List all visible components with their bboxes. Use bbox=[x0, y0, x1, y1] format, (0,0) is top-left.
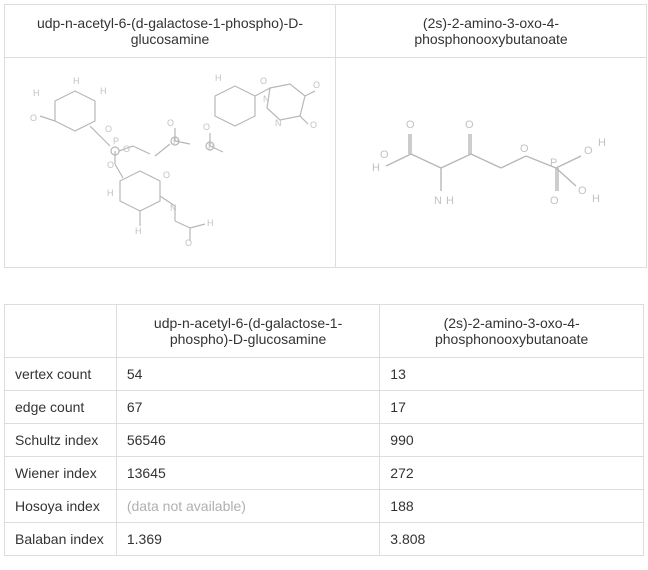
svg-text:O: O bbox=[465, 119, 474, 131]
svg-text:H: H bbox=[33, 88, 40, 98]
svg-text:N: N bbox=[263, 94, 270, 104]
property-value-b: 17 bbox=[380, 391, 644, 424]
property-value-b: 188 bbox=[380, 490, 644, 523]
svg-text:O: O bbox=[105, 124, 112, 134]
svg-text:O: O bbox=[123, 144, 130, 154]
compound-a-structure: HHH OO OO OO HO OO NN HO HN OH PPP bbox=[5, 58, 336, 268]
svg-text:H: H bbox=[107, 188, 114, 198]
svg-text:H: H bbox=[215, 73, 222, 83]
svg-text:O: O bbox=[380, 149, 389, 161]
properties-table: udp-n-acetyl-6-(d-galactose-1-phospho)-D… bbox=[4, 304, 644, 556]
svg-text:P: P bbox=[173, 136, 179, 146]
svg-text:O: O bbox=[550, 195, 559, 207]
svg-text:P: P bbox=[208, 141, 214, 151]
property-label: Hosoya index bbox=[5, 490, 117, 523]
svg-text:N: N bbox=[170, 203, 177, 213]
svg-text:H: H bbox=[100, 86, 107, 96]
svg-text:H: H bbox=[598, 137, 606, 149]
col-header-b: (2s)-2-amino-3-oxo-4-phosphonooxybutanoa… bbox=[380, 305, 644, 358]
compound-a-name: udp-n-acetyl-6-(d-galactose-1-phospho)-D… bbox=[5, 5, 336, 58]
svg-text:P: P bbox=[113, 136, 119, 146]
svg-text:O: O bbox=[203, 122, 210, 132]
property-value-b: 3.808 bbox=[380, 523, 644, 556]
property-value-b: 13 bbox=[380, 358, 644, 391]
svg-text:H: H bbox=[592, 193, 600, 205]
table-row: edge count6717 bbox=[5, 391, 644, 424]
svg-text:O: O bbox=[313, 80, 320, 90]
table-row: Schultz index56546990 bbox=[5, 424, 644, 457]
property-label: vertex count bbox=[5, 358, 117, 391]
table-row: vertex count5413 bbox=[5, 358, 644, 391]
property-label: Schultz index bbox=[5, 424, 117, 457]
svg-text:P: P bbox=[550, 157, 557, 169]
property-value-b: 990 bbox=[380, 424, 644, 457]
svg-text:H: H bbox=[73, 76, 80, 86]
svg-text:O: O bbox=[185, 238, 192, 248]
svg-text:O: O bbox=[310, 120, 317, 130]
property-value-a: 54 bbox=[116, 358, 379, 391]
structure-table: udp-n-acetyl-6-(d-galactose-1-phospho)-D… bbox=[4, 4, 647, 268]
property-value-a: (data not available) bbox=[116, 490, 379, 523]
svg-text:O: O bbox=[584, 145, 593, 157]
property-label: Balaban index bbox=[5, 523, 117, 556]
svg-text:N: N bbox=[434, 195, 442, 207]
property-label: edge count bbox=[5, 391, 117, 424]
property-value-a: 1.369 bbox=[116, 523, 379, 556]
property-label: Wiener index bbox=[5, 457, 117, 490]
table-row: Hosoya index(data not available)188 bbox=[5, 490, 644, 523]
compound-b-name: (2s)-2-amino-3-oxo-4-phosphonooxybutanoa… bbox=[336, 5, 647, 58]
svg-text:N: N bbox=[275, 118, 282, 128]
svg-text:O: O bbox=[578, 185, 587, 197]
empty-header bbox=[5, 305, 117, 358]
svg-text:O: O bbox=[167, 118, 174, 128]
svg-text:H: H bbox=[207, 218, 214, 228]
svg-text:O: O bbox=[520, 143, 529, 155]
svg-text:H: H bbox=[446, 195, 454, 207]
table-row: Balaban index1.3693.808 bbox=[5, 523, 644, 556]
svg-text:O: O bbox=[30, 113, 37, 123]
property-value-a: 13645 bbox=[116, 457, 379, 490]
svg-text:O: O bbox=[107, 160, 114, 170]
col-header-a: udp-n-acetyl-6-(d-galactose-1-phospho)-D… bbox=[116, 305, 379, 358]
table-row: Wiener index13645272 bbox=[5, 457, 644, 490]
svg-text:O: O bbox=[260, 76, 267, 86]
svg-text:O: O bbox=[163, 170, 170, 180]
property-value-b: 272 bbox=[380, 457, 644, 490]
compound-b-structure: H O O O N H O P O O H O H bbox=[336, 58, 647, 268]
property-value-a: 56546 bbox=[116, 424, 379, 457]
svg-text:H: H bbox=[372, 162, 380, 174]
property-value-a: 67 bbox=[116, 391, 379, 424]
svg-text:H: H bbox=[135, 226, 142, 236]
svg-text:O: O bbox=[406, 119, 415, 131]
